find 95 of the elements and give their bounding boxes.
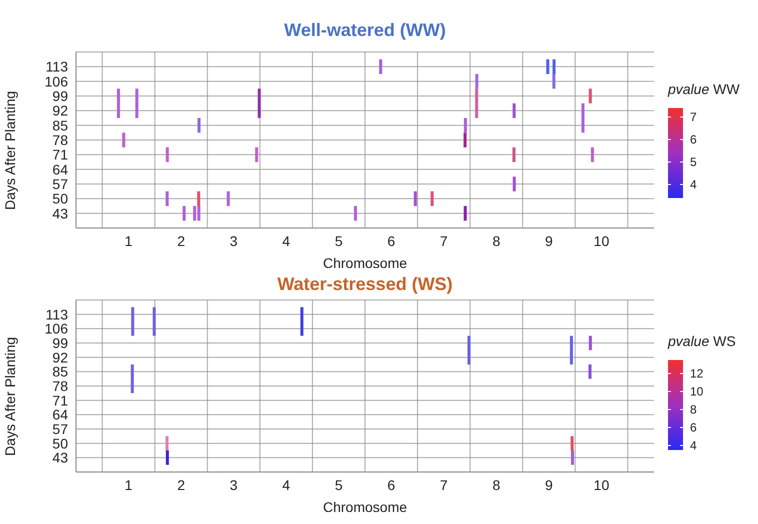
y-tick-label: 71 xyxy=(52,146,68,163)
x-tick-label: 8 xyxy=(492,232,500,249)
bar xyxy=(135,88,138,118)
bar xyxy=(193,206,196,221)
x-tick-label: 2 xyxy=(177,476,186,493)
x-tick-label: 4 xyxy=(282,232,290,249)
bar xyxy=(152,307,156,336)
bar xyxy=(255,147,258,162)
bar xyxy=(166,147,169,162)
y-tick-label: 92 xyxy=(52,102,68,119)
color-bar-label: 6 xyxy=(690,420,697,434)
x-tick-label: 2 xyxy=(177,232,186,249)
y-tick-label: 43 xyxy=(52,450,68,466)
bar xyxy=(588,364,592,379)
bar xyxy=(300,307,304,336)
bar xyxy=(467,336,470,364)
y-tick-label: 64 xyxy=(52,406,68,423)
color-bar-label: 4 xyxy=(690,438,697,452)
bar xyxy=(546,59,550,74)
y-tick-label: 50 xyxy=(52,190,68,207)
bar xyxy=(588,88,592,104)
x-tick-label: 7 xyxy=(440,476,448,493)
bar xyxy=(588,336,592,350)
x-tick-label: 1 xyxy=(124,232,133,249)
y-tick-label: 43 xyxy=(52,205,68,222)
y-tick-label: 78 xyxy=(52,378,68,394)
x-tick-label: 3 xyxy=(230,232,238,249)
x-tick-label: 5 xyxy=(334,232,343,249)
bar xyxy=(130,364,134,394)
color-bar-label: 12 xyxy=(690,366,704,380)
color-bar-title: pvalue WS xyxy=(667,333,736,349)
x-tick-label: 9 xyxy=(545,232,554,249)
bar xyxy=(165,436,168,450)
color-bar-label: 8 xyxy=(690,402,697,416)
y-axis-title: Days After Planting xyxy=(2,336,18,456)
y-tick-label: 106 xyxy=(44,73,68,90)
bar xyxy=(570,436,574,450)
x-axis-title: Chromosome xyxy=(322,499,408,515)
bar xyxy=(590,147,594,162)
x-tick-label: 1 xyxy=(124,476,133,493)
bar xyxy=(430,191,434,206)
y-tick-label: 71 xyxy=(52,392,68,408)
color-bar-label: 10 xyxy=(690,384,704,398)
chart-title: Water-stressed (WS) xyxy=(276,274,454,295)
x-tick-label: 5 xyxy=(334,476,343,493)
x-tick-label: 7 xyxy=(440,232,448,249)
x-tick-label: 4 xyxy=(282,476,290,493)
bar xyxy=(475,74,478,89)
x-tick-label: 9 xyxy=(545,476,554,493)
y-tick-label: 85 xyxy=(52,117,68,134)
bar xyxy=(166,450,169,465)
y-tick-label: 57 xyxy=(52,176,68,192)
bar xyxy=(571,450,574,465)
y-tick-label: 106 xyxy=(44,320,68,337)
bar xyxy=(226,191,230,206)
bar xyxy=(464,206,467,221)
bar xyxy=(379,59,382,74)
y-tick-label: 50 xyxy=(52,435,68,452)
bar xyxy=(512,147,516,162)
bar xyxy=(122,132,126,148)
x-tick-label: 8 xyxy=(492,476,500,493)
x-tick-label: 6 xyxy=(387,232,396,249)
x-tick-label: 6 xyxy=(387,476,396,493)
bar xyxy=(197,206,200,221)
bar xyxy=(570,336,573,364)
y-axis-title: Days After Planting xyxy=(2,90,18,210)
color-bar-label: 6 xyxy=(690,132,697,146)
bar xyxy=(475,88,478,118)
x-tick-label: 3 xyxy=(230,476,238,493)
x-axis-title: Chromosome xyxy=(322,255,408,271)
y-tick-label: 92 xyxy=(52,349,68,366)
y-tick-label: 78 xyxy=(52,132,68,148)
color-bar-title: pvalue WW xyxy=(667,81,740,97)
bar xyxy=(354,206,357,221)
bar xyxy=(552,59,556,74)
bar xyxy=(182,206,186,221)
y-tick-label: 99 xyxy=(52,88,68,104)
color-bar-label: 5 xyxy=(690,155,697,169)
bar xyxy=(197,191,200,206)
y-tick-label: 113 xyxy=(46,58,68,75)
chart-title: Well-watered (WW) xyxy=(283,20,447,41)
color-bar-label: 4 xyxy=(690,178,697,192)
y-tick-label: 57 xyxy=(52,420,68,437)
bar xyxy=(464,132,467,148)
y-tick-label: 85 xyxy=(52,364,68,380)
y-tick-label: 113 xyxy=(46,306,68,322)
bar xyxy=(512,176,516,192)
bar xyxy=(581,103,584,133)
x-tick-label: 10 xyxy=(594,232,610,249)
bar xyxy=(258,88,261,118)
y-tick-label: 64 xyxy=(52,161,68,178)
bar xyxy=(116,88,120,118)
x-tick-label: 10 xyxy=(594,476,610,493)
y-tick-label: 99 xyxy=(52,334,68,351)
color-bar-label: 7 xyxy=(690,110,697,124)
